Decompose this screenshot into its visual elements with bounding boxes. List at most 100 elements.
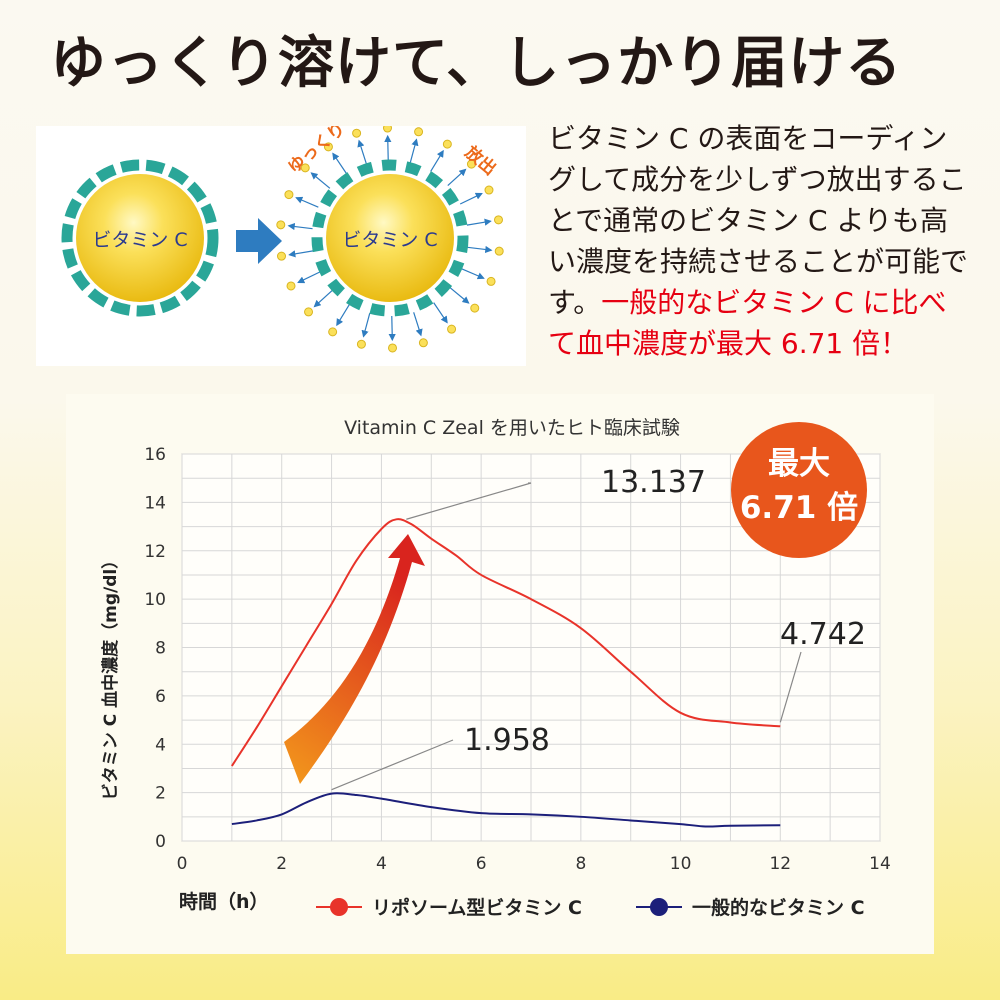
release-ray [295, 196, 319, 208]
series-line-1 [231, 792, 781, 828]
x-tick-label: 14 [869, 854, 891, 874]
max-badge: 最大 6.71 倍 [731, 422, 867, 558]
release-ray [430, 149, 444, 172]
vitamin-release-diagram: ビタミン C ビタミン C ゆっくり 放出 [61, 126, 504, 353]
release-ray [467, 245, 493, 254]
badge-line1: 最大 [768, 446, 830, 482]
x-axis-ticks: 0 2 4 6 8 10 12 14 [177, 854, 891, 874]
release-particle [286, 281, 296, 291]
release-particle [277, 251, 287, 261]
legend-label-1: 一般的なビタミン C [692, 896, 865, 919]
release-ray [466, 218, 492, 226]
release-particle [414, 127, 424, 137]
release-particle [276, 220, 286, 230]
release-particle [494, 246, 504, 256]
badge-line2: 6.71 倍 [740, 490, 858, 526]
description-text: ビタミン C の表面をコーディングして成分を少しずつ放出することで通常のビタミン… [548, 122, 969, 319]
release-particle [352, 128, 362, 138]
chart-legend: リポソーム型ビタミン C 一般的なビタミン C [316, 896, 865, 919]
annotation-label: 13.137 [601, 465, 706, 500]
y-tick-label: 0 [155, 832, 166, 852]
release-particle [356, 339, 366, 349]
annotation-leader [779, 651, 802, 723]
y-tick-label: 14 [144, 493, 166, 513]
vitamin-c-sphere-right: ビタミン C [311, 159, 469, 317]
y-tick-label: 8 [155, 639, 166, 659]
release-particle [418, 338, 428, 348]
y-tick-label: 10 [144, 590, 166, 610]
release-ray [413, 312, 423, 337]
release-label: 放出 [460, 141, 500, 180]
release-ray [288, 250, 314, 258]
release-ray [433, 302, 448, 324]
release-ray [357, 139, 367, 164]
release-particle [304, 307, 314, 317]
x-tick-label: 12 [769, 854, 791, 874]
release-rays [276, 126, 504, 353]
release-ray [361, 313, 371, 338]
y-tick-label: 6 [155, 687, 166, 707]
release-particle [484, 185, 494, 195]
release-particle [284, 190, 294, 200]
x-tick-label: 0 [177, 854, 188, 874]
x-tick-label: 10 [670, 854, 692, 874]
y-tick-label: 12 [144, 542, 166, 562]
release-particle [323, 142, 333, 152]
chart-series [231, 518, 781, 828]
y-axis-label: ビタミン C 血中濃度（mg/dl） [100, 552, 121, 800]
description: ビタミン C の表面をコーディングして成分を少しずつ放出することで通常のビタミン… [548, 118, 968, 364]
x-tick-label: 2 [276, 854, 287, 874]
vitamin-c-sphere-left: ビタミン C [61, 159, 219, 317]
release-particle [486, 276, 496, 286]
annotation-leader [406, 482, 532, 520]
y-tick-label: 16 [144, 445, 166, 465]
annotation-leader [331, 739, 454, 791]
release-ray [336, 304, 350, 327]
blood-concentration-chart: Vitamin C Zeal を用いたヒト臨床試験 0 2 4 6 8 10 12 14 0 2… [100, 417, 891, 919]
legend-marker-0 [330, 898, 348, 916]
release-particle [470, 303, 480, 313]
release-ray [332, 152, 347, 174]
y-axis-ticks: 0 2 4 6 8 10 12 14 16 [144, 445, 166, 852]
release-ray [313, 289, 333, 308]
release-ray [447, 168, 467, 187]
release-particle [493, 215, 503, 225]
release-particle [382, 126, 392, 133]
x-tick-label: 4 [376, 854, 387, 874]
rising-arrow-icon [284, 534, 425, 784]
illustration-panel: ビタミン C ビタミン C ゆっくり 放出 [36, 126, 526, 366]
y-tick-label: 2 [155, 784, 166, 804]
x-tick-label: 6 [476, 854, 487, 874]
description-highlight: 一般的なビタミン C に比べて血中濃度が最大 6.71 倍！ [548, 286, 947, 360]
release-ray [459, 192, 483, 205]
right-sphere-label: ビタミン C [342, 229, 437, 251]
release-particle [300, 163, 310, 173]
slow-label: ゆっくり [284, 126, 349, 178]
release-particle [466, 159, 476, 169]
release-particle [447, 324, 457, 334]
x-axis-label: 時間（h） [179, 890, 269, 913]
release-ray [310, 172, 331, 189]
annotation-label: 4.742 [780, 617, 866, 652]
left-sphere-label: ビタミン C [92, 229, 187, 251]
release-particle [442, 139, 452, 149]
legend-marker-1 [650, 898, 668, 916]
release-particle [328, 327, 338, 337]
release-ray [384, 134, 392, 161]
release-ray [297, 271, 321, 284]
y-tick-label: 4 [155, 735, 166, 755]
release-ray [287, 222, 313, 231]
chart-title: Vitamin C Zeal を用いたヒト臨床試験 [344, 417, 680, 439]
release-ray [449, 287, 470, 304]
release-ray [461, 268, 485, 280]
release-particle [388, 343, 398, 353]
chart-annotations: 13.137 4.742 1.958 [331, 465, 866, 791]
series-line-0 [231, 518, 781, 767]
headline: ゆっくり溶けて、しっかり届ける [50, 31, 903, 96]
transition-arrow-icon [236, 218, 282, 264]
annotation-label: 1.958 [464, 723, 550, 758]
chart-panel: Vitamin C Zeal を用いたヒト臨床試験 0 2 4 6 8 10 12 14 0 2… [66, 394, 934, 954]
legend-label-0: リポソーム型ビタミン C [372, 896, 582, 919]
release-ray [409, 138, 419, 163]
release-ray [388, 315, 396, 342]
